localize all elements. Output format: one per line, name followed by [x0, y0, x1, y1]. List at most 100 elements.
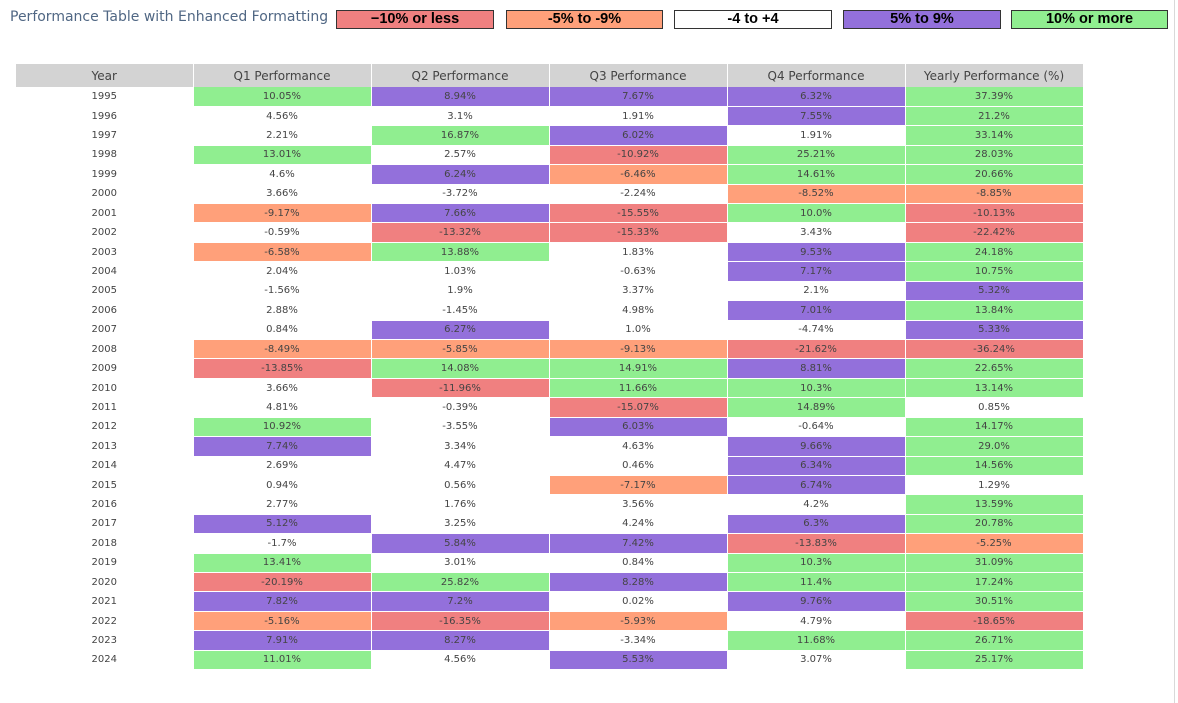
table-row: 1997 2.21% 16.87% 6.02% 1.91% 33.14%: [16, 125, 1084, 146]
cell-q1: 10.05%: [193, 87, 372, 107]
table-row: 2020 -20.19% 25.82% 8.28% 11.4% 17.24%: [16, 572, 1084, 593]
table-header-row: Year Q1 Performance Q2 Performance Q3 Pe…: [16, 64, 1084, 87]
page-edge-divider: [1174, 0, 1175, 703]
cell-q1: 13.01%: [193, 145, 372, 166]
cell-year: 2012: [16, 417, 194, 438]
cell-q3: -9.13%: [549, 339, 728, 360]
column-header-q2: Q2 Performance: [371, 64, 550, 87]
cell-yearly: 21.2%: [905, 106, 1084, 127]
cell-q4: 9.53%: [727, 242, 906, 263]
cell-yearly: -8.85%: [905, 184, 1084, 205]
legend-item-negative: -5% to -9%: [506, 10, 663, 29]
table-row: 1995 10.05% 8.94% 7.67% 6.32% 37.39%: [16, 87, 1084, 107]
cell-q4: -13.83%: [727, 533, 906, 554]
cell-yearly: 28.03%: [905, 145, 1084, 166]
cell-q4: 6.3%: [727, 514, 906, 535]
cell-yearly: -18.65%: [905, 611, 1084, 632]
legend-item-neutral: -4 to +4: [674, 10, 832, 29]
cell-q1: 2.88%: [193, 300, 372, 321]
table-row: 2005 -1.56% 1.9% 3.37% 2.1% 5.32%: [16, 281, 1084, 302]
cell-q1: 2.69%: [193, 456, 372, 476]
cell-q3: -15.33%: [549, 222, 728, 243]
cell-q4: -0.64%: [727, 417, 906, 438]
cell-q2: -16.35%: [371, 611, 550, 632]
column-header-q1: Q1 Performance: [193, 64, 372, 87]
cell-year: 2017: [16, 514, 194, 535]
cell-q4: 7.55%: [727, 106, 906, 127]
cell-yearly: 1.29%: [905, 475, 1084, 496]
cell-year: 2024: [16, 650, 194, 671]
cell-q4: 11.68%: [727, 630, 906, 651]
cell-q1: 7.91%: [193, 630, 372, 651]
cell-year: 2016: [16, 494, 194, 515]
cell-year: 2019: [16, 553, 194, 574]
cell-year: 2005: [16, 281, 194, 302]
cell-year: 2008: [16, 339, 194, 360]
cell-q3: -15.07%: [549, 397, 728, 418]
cell-q4: -4.74%: [727, 320, 906, 340]
cell-q2: 0.56%: [371, 475, 550, 496]
cell-q2: 13.88%: [371, 242, 550, 263]
table-row: 2023 7.91% 8.27% -3.34% 11.68% 26.71%: [16, 630, 1084, 651]
cell-yearly: 29.0%: [905, 436, 1084, 457]
cell-q4: 6.32%: [727, 87, 906, 107]
cell-q3: 11.66%: [549, 378, 728, 399]
table-row: 2014 2.69% 4.47% 0.46% 6.34% 14.56%: [16, 456, 1084, 476]
cell-year: 2022: [16, 611, 194, 632]
cell-q2: 1.03%: [371, 261, 550, 282]
cell-q3: 0.46%: [549, 456, 728, 476]
cell-q1: 13.41%: [193, 553, 372, 574]
cell-q4: 2.1%: [727, 281, 906, 302]
cell-q4: 14.61%: [727, 164, 906, 185]
performance-table: Year Q1 Performance Q2 Performance Q3 Pe…: [16, 64, 1084, 671]
cell-q3: 4.63%: [549, 436, 728, 457]
cell-q2: 7.2%: [371, 591, 550, 612]
cell-q2: 1.9%: [371, 281, 550, 302]
cell-q1: 2.21%: [193, 125, 372, 146]
cell-yearly: -22.42%: [905, 222, 1084, 243]
cell-yearly: 0.85%: [905, 397, 1084, 418]
cell-q3: 1.83%: [549, 242, 728, 263]
cell-q1: 2.77%: [193, 494, 372, 515]
cell-q3: 4.98%: [549, 300, 728, 321]
cell-q1: 0.94%: [193, 475, 372, 496]
cell-q2: -5.85%: [371, 339, 550, 360]
cell-q4: 4.79%: [727, 611, 906, 632]
cell-year: 1995: [16, 87, 194, 107]
cell-yearly: 14.17%: [905, 417, 1084, 438]
cell-yearly: 33.14%: [905, 125, 1084, 146]
cell-yearly: 25.17%: [905, 650, 1084, 671]
table-row: 1999 4.6% 6.24% -6.46% 14.61% 20.66%: [16, 164, 1084, 185]
cell-yearly: 10.75%: [905, 261, 1084, 282]
cell-q2: -3.72%: [371, 184, 550, 205]
cell-q1: -1.56%: [193, 281, 372, 302]
table-row: 2009 -13.85% 14.08% 14.91% 8.81% 22.65%: [16, 358, 1084, 379]
table-row: 2015 0.94% 0.56% -7.17% 6.74% 1.29%: [16, 475, 1084, 496]
cell-q3: -6.46%: [549, 164, 728, 185]
cell-q1: 4.81%: [193, 397, 372, 418]
table-body: 1995 10.05% 8.94% 7.67% 6.32% 37.39% 1996 4.56%…: [16, 87, 1084, 671]
cell-yearly: 13.84%: [905, 300, 1084, 321]
cell-year: 2007: [16, 320, 194, 340]
cell-yearly: 5.32%: [905, 281, 1084, 302]
cell-q1: 7.82%: [193, 591, 372, 612]
cell-q2: -0.39%: [371, 397, 550, 418]
cell-year: 2011: [16, 397, 194, 418]
cell-q1: 3.66%: [193, 184, 372, 205]
cell-q4: 6.34%: [727, 456, 906, 476]
table-row: 2002 -0.59% -13.32% -15.33% 3.43% -22.42%: [16, 222, 1084, 243]
column-header-q3: Q3 Performance: [549, 64, 728, 87]
cell-q2: 5.84%: [371, 533, 550, 554]
cell-yearly: -36.24%: [905, 339, 1084, 360]
cell-year: 1998: [16, 145, 194, 166]
table-row: 2007 0.84% 6.27% 1.0% -4.74% 5.33%: [16, 320, 1084, 340]
cell-year: 2015: [16, 475, 194, 496]
cell-yearly: 20.66%: [905, 164, 1084, 185]
cell-q2: 14.08%: [371, 358, 550, 379]
cell-q3: 8.28%: [549, 572, 728, 593]
cell-q2: 3.1%: [371, 106, 550, 127]
cell-yearly: 31.09%: [905, 553, 1084, 574]
cell-q2: 6.24%: [371, 164, 550, 185]
cell-q3: -3.34%: [549, 630, 728, 651]
cell-q2: -11.96%: [371, 378, 550, 399]
